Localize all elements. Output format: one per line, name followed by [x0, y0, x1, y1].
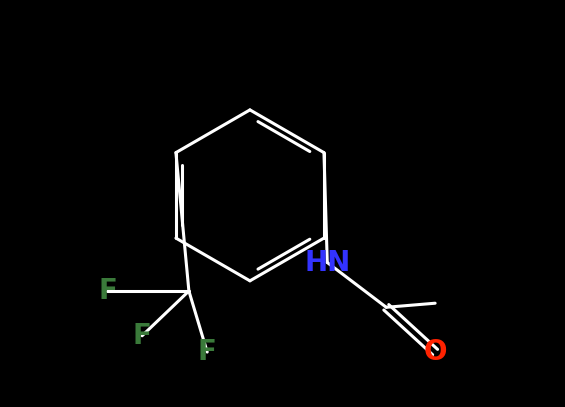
Text: O: O: [423, 338, 447, 366]
Text: F: F: [198, 338, 216, 366]
Text: F: F: [98, 277, 117, 305]
Text: HN: HN: [304, 249, 350, 276]
Text: F: F: [133, 322, 151, 350]
